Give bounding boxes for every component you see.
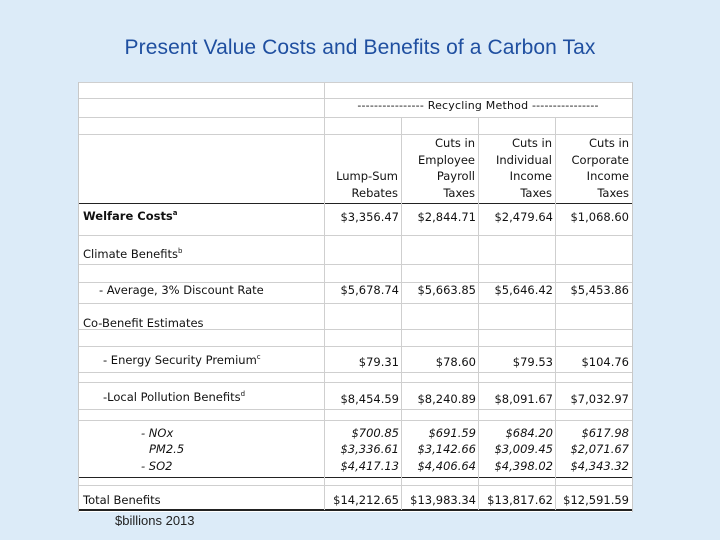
table-cell: $3,356.47 — [340, 210, 399, 224]
row-label-nox: - NOx — [141, 426, 174, 440]
row-label-energy-security: - Energy Security Premiumc — [103, 353, 261, 367]
row-label-climate-benefits: Climate Benefitsb — [83, 247, 183, 261]
table-cell: $5,678.74 — [340, 283, 399, 297]
row-label-local-pollution: -Local Pollution Benefitsd — [103, 390, 246, 404]
table-cell: $5,646.42 — [494, 283, 553, 297]
table-cell: $104.76 — [581, 355, 629, 369]
units-footnote: $billions 2013 — [115, 513, 195, 528]
table-cell: $2,479.64 — [494, 210, 553, 224]
table-cell: $2,844.71 — [417, 210, 476, 224]
row-label-average: - Average, 3% Discount Rate — [99, 283, 264, 297]
column-header: Cuts in Corporate Income Taxes — [571, 136, 630, 200]
table-cell: $14,212.65 — [333, 493, 399, 507]
row-label-so2: - SO2 — [141, 459, 173, 473]
table-cell: $4,417.13 — [340, 459, 399, 473]
slide-title: Present Value Costs and Benefits of a Ca… — [124, 36, 596, 59]
table-cell: $691.59 — [428, 426, 476, 440]
row-label-pm25: PM2.5 — [149, 442, 185, 456]
table-cell: $1,068.60 — [570, 210, 629, 224]
table-cell: $700.85 — [351, 426, 399, 440]
row-label-co-benefit: Co-Benefit Estimates — [83, 316, 204, 330]
table-cell: $8,091.67 — [494, 392, 553, 406]
data-table: ---------------- Recycling Method ------… — [78, 82, 633, 512]
row-label-total-benefits: Total Benefits — [83, 493, 161, 507]
table-cell: $5,663.85 — [417, 283, 476, 297]
row-label-welfare-costs: Welfare Costsa — [83, 209, 178, 223]
table-cell: $8,240.89 — [417, 392, 476, 406]
column-header: Cuts in Individual Income Taxes — [495, 136, 552, 200]
table-cell: $4,398.02 — [494, 459, 553, 473]
table-cell: $13,983.34 — [410, 493, 476, 507]
table-cell: $78.60 — [435, 355, 476, 369]
table-cell: $7,032.97 — [570, 392, 629, 406]
table-cell: $5,453.86 — [570, 283, 629, 297]
table-cell: $3,009.45 — [494, 442, 553, 456]
table-cell: $684.20 — [505, 426, 553, 440]
table-cell: $8,454.59 — [340, 392, 399, 406]
table-cell: $79.53 — [512, 355, 553, 369]
table-cell: $13,817.62 — [487, 493, 553, 507]
table-cell: $12,591.59 — [563, 493, 629, 507]
table-cell: $79.31 — [358, 355, 399, 369]
column-header: Cuts in Employee Payroll Taxes — [418, 136, 475, 200]
column-header: Lump-Sum Rebates — [336, 169, 398, 200]
table-cell: $3,336.61 — [340, 442, 399, 456]
table-cell: $617.98 — [581, 426, 629, 440]
table-cell: $2,071.67 — [570, 442, 629, 456]
table-cell: $4,343.32 — [570, 459, 629, 473]
table-cell: $3,142.66 — [417, 442, 476, 456]
recycling-method-header: ---------------- Recycling Method ------… — [357, 99, 599, 112]
table-cell: $4,406.64 — [417, 459, 476, 473]
